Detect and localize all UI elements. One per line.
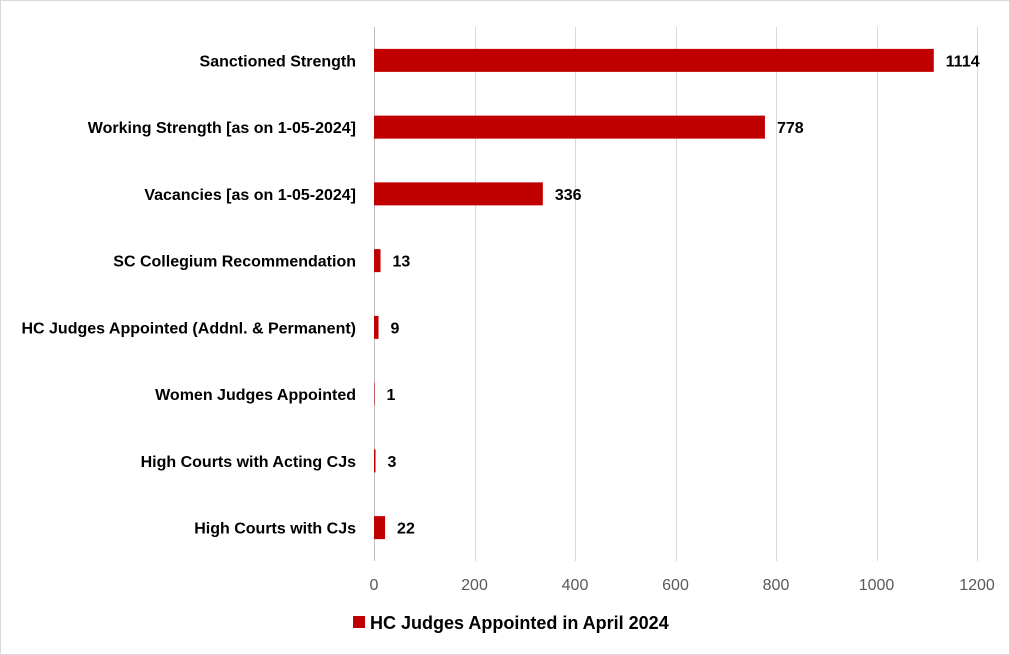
- x-tick-label: 400: [562, 577, 589, 594]
- category-label: Sanctioned Strength: [200, 53, 356, 70]
- category-label: High Courts with CJs: [194, 521, 356, 538]
- data-label: 336: [555, 187, 582, 204]
- x-tick-label: 0: [370, 577, 379, 594]
- category-labels: Sanctioned Strength Working Strength [as …: [21, 53, 356, 537]
- x-tick-label: 800: [763, 577, 790, 594]
- x-tick-label: 1200: [959, 577, 995, 594]
- category-label: Women Judges Appointed: [155, 387, 356, 404]
- category-label: HC Judges Appointed (Addnl. & Permanent): [21, 320, 356, 337]
- category-label: Vacancies [as on 1-05-2024]: [144, 187, 356, 204]
- bars: [374, 48, 934, 540]
- category-label: High Courts with Acting CJs: [141, 454, 357, 471]
- data-label: 778: [777, 120, 804, 137]
- bar: [374, 382, 375, 406]
- bar: [374, 115, 765, 139]
- bar: [374, 249, 381, 273]
- legend-label: HC Judges Appointed in April 2024: [370, 613, 669, 633]
- bar: [374, 182, 543, 206]
- data-label: 22: [397, 521, 415, 538]
- x-axis-ticks: 0 200 400 600 800 1000 1200: [370, 577, 995, 594]
- x-tick-label: 200: [461, 577, 488, 594]
- bar: [374, 516, 386, 540]
- data-label: 3: [388, 454, 397, 471]
- data-label: 1114: [946, 53, 980, 70]
- x-tick-label: 1000: [859, 577, 895, 594]
- legend: HC Judges Appointed in April 2024: [353, 613, 669, 633]
- bar: [374, 449, 376, 473]
- data-label: 9: [391, 320, 400, 337]
- bar: [374, 48, 934, 72]
- x-tick-label: 600: [662, 577, 689, 594]
- bar: [374, 315, 379, 339]
- legend-swatch: [353, 616, 365, 628]
- data-label: 13: [393, 254, 411, 271]
- category-label: SC Collegium Recommendation: [113, 254, 356, 271]
- data-label: 1: [387, 387, 396, 404]
- gridlines: [374, 27, 978, 561]
- category-label: Working Strength [as on 1-05-2024]: [88, 120, 356, 137]
